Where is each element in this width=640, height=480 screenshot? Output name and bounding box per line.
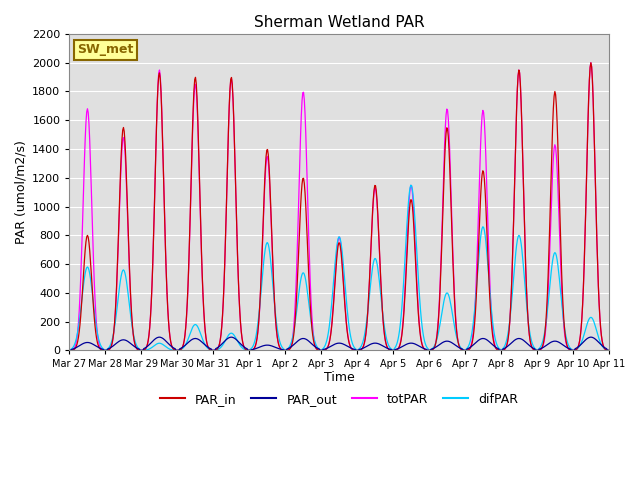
Line: PAR_in: PAR_in bbox=[70, 63, 609, 350]
PAR_out bbox=[131, 344, 138, 349]
difPAR bbox=[66, 348, 74, 353]
totPAR bbox=[214, 345, 222, 351]
difPAR bbox=[76, 319, 83, 325]
difPAR bbox=[605, 348, 612, 353]
PAR_out bbox=[186, 338, 193, 344]
totPAR bbox=[131, 341, 138, 347]
PAR_in bbox=[76, 329, 83, 335]
difPAR bbox=[131, 337, 138, 343]
PAR_in bbox=[66, 348, 74, 353]
X-axis label: Time: Time bbox=[324, 371, 355, 384]
totPAR bbox=[587, 60, 595, 66]
PAR_in bbox=[605, 348, 612, 353]
totPAR bbox=[76, 308, 83, 314]
Y-axis label: PAR (umol/m2/s): PAR (umol/m2/s) bbox=[15, 140, 28, 244]
PAR_in bbox=[214, 345, 222, 351]
Title: Sherman Wetland PAR: Sherman Wetland PAR bbox=[254, 15, 424, 30]
PAR_in bbox=[404, 220, 412, 226]
PAR_in bbox=[131, 340, 138, 346]
Line: totPAR: totPAR bbox=[70, 63, 609, 350]
Legend: PAR_in, PAR_out, totPAR, difPAR: PAR_in, PAR_out, totPAR, difPAR bbox=[155, 388, 524, 411]
PAR_out bbox=[420, 346, 428, 351]
difPAR bbox=[421, 340, 429, 346]
PAR_out bbox=[605, 348, 612, 353]
totPAR bbox=[186, 240, 193, 246]
totPAR bbox=[605, 348, 612, 353]
difPAR bbox=[404, 198, 412, 204]
totPAR bbox=[66, 348, 74, 353]
PAR_out bbox=[76, 343, 83, 349]
PAR_in bbox=[587, 60, 595, 66]
PAR_in bbox=[186, 238, 193, 243]
Text: SW_met: SW_met bbox=[77, 43, 134, 57]
PAR_in bbox=[420, 346, 428, 352]
difPAR bbox=[186, 333, 193, 338]
totPAR bbox=[404, 208, 412, 214]
Line: PAR_out: PAR_out bbox=[70, 337, 609, 350]
PAR_out bbox=[587, 334, 595, 340]
difPAR bbox=[214, 347, 222, 352]
Line: difPAR: difPAR bbox=[70, 185, 609, 350]
difPAR bbox=[407, 182, 415, 188]
totPAR bbox=[420, 346, 428, 352]
PAR_out bbox=[66, 348, 74, 353]
PAR_out bbox=[404, 341, 412, 347]
PAR_out bbox=[214, 345, 222, 350]
